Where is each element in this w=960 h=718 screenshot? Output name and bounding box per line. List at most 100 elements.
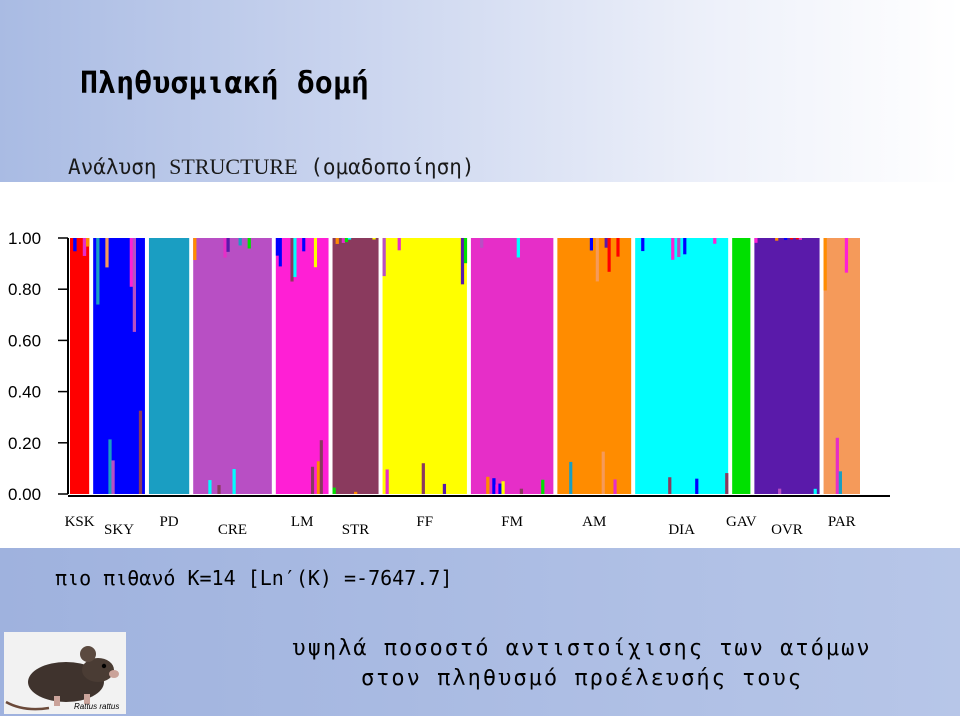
admixture-segment [397,238,401,251]
population-bar-gav [732,238,751,494]
category-label-gav: GAV [726,514,757,530]
admixture-segment [604,238,608,248]
population-bar-lm [275,238,329,494]
admixture-segment [789,238,794,240]
admixture-segment [310,466,315,494]
admixture-segment [193,238,197,261]
admixture-segment [541,479,545,494]
admixture-segment [290,238,294,282]
admixture-segment [85,238,90,247]
rat-photo: Rattus rattus [4,632,126,714]
admixture-segment [354,491,358,494]
bar-segment [732,238,751,494]
admixture-segment [616,238,620,257]
population-bar-dia [635,238,729,494]
admixture-segment [495,484,499,494]
admixture-segment [516,238,520,258]
admixture-segment [421,463,425,494]
bar-segment [823,238,860,494]
population-bar-pd [148,238,190,494]
admixture-segment [385,469,389,494]
admixture-segment [132,238,137,332]
admixture-segment [501,481,505,494]
conclusion-text: υψηλά ποσοστό αντιστοίχισης των ατόμων σ… [262,634,902,694]
admixture-segment [247,238,251,249]
category-label-par: PAR [828,514,856,530]
admixture-segment [838,471,842,494]
admixture-segment [595,238,599,282]
bar-segment [332,238,379,494]
admixture-segment [341,238,346,243]
category-label-cre: CRE [218,522,247,538]
bar-segment [93,238,145,494]
footer-band [0,548,960,716]
population-bar-am [557,238,632,494]
rat-icon [5,646,119,711]
admixture-segment [613,479,617,494]
category-label-ovr: OVR [771,522,803,538]
subtitle-suffix: (ομαδοποίηση) [310,155,475,179]
admixture-segment [460,238,465,285]
admixture-segment [332,487,336,494]
subtitle-method: STRUCTURE [169,154,298,179]
admixture-segment [226,238,230,252]
admixture-segment [775,238,779,241]
admixture-segment [784,238,788,241]
subtitle-prefix: Ανάλυση [68,155,157,179]
y-tick-label: 1.00 [8,229,41,248]
admixture-segment [725,473,729,494]
admixture-segment [108,439,112,494]
bar-segment [470,238,554,494]
admixture-segment [519,488,524,494]
admixture-segment [607,238,611,272]
admixture-segment [138,410,143,494]
category-label-sky: SKY [104,522,134,538]
y-tick-label: 0.00 [8,485,41,504]
y-tick-label: 0.80 [8,280,41,299]
admixture-segment [344,238,349,243]
bar-segment [635,238,729,494]
category-label-str: STR [342,522,370,538]
admixture-segment [569,461,573,494]
admixture-segment [347,238,352,240]
admixture-segment [293,238,297,278]
admixture-segment [677,238,681,257]
admixture-segment [302,238,306,252]
admixture-segment [683,238,687,255]
admixture-segment [129,238,133,287]
admixture-segment [111,460,115,494]
admixture-segment [442,483,447,494]
admixture-segment [208,480,212,494]
admixture-segment [335,238,339,244]
category-label-am: AM [582,514,606,530]
category-label-dia: DIA [668,522,695,538]
category-label-pd: PD [159,514,178,530]
admixture-segment [275,238,279,256]
structure-chart-area: 0.00 0.20 0.40 0.60 0.80 1.00 KSK SKY PD CRE LM STR… [0,210,900,538]
admixture-segment [382,238,386,277]
admixture-segment [372,238,376,240]
admixture-segment [589,238,593,251]
admixture-segment [217,485,221,494]
y-tick-label: 0.40 [8,383,41,402]
page-subtitle: Ανάλυση STRUCTURE (ομαδοποίηση) [68,154,475,180]
admixture-segment [754,238,758,243]
category-label-ksk: KSK [65,514,95,530]
admixture-segment [668,477,672,494]
admixture-segment [671,238,675,260]
admixture-segment [813,488,817,494]
admixture-segment [486,476,490,494]
structure-barplot: 0.00 0.20 0.40 0.60 0.80 1.00 KSK SKY PD CRE LM STR… [8,229,890,538]
admixture-segment [232,469,236,494]
admixture-segment [463,238,468,264]
admixture-segment [795,238,800,240]
admixture-segment [778,488,782,494]
population-bar-ff [382,238,468,494]
admixture-segment [844,238,849,273]
rat-caption: Rattus rattus [74,702,120,711]
admixture-segment [601,451,605,494]
admixture-segment [278,238,282,267]
bar-segment [754,238,820,494]
header-band [0,0,960,182]
conclusion-line-2: στον πληθυσμό προέλευσής τους [360,666,804,691]
